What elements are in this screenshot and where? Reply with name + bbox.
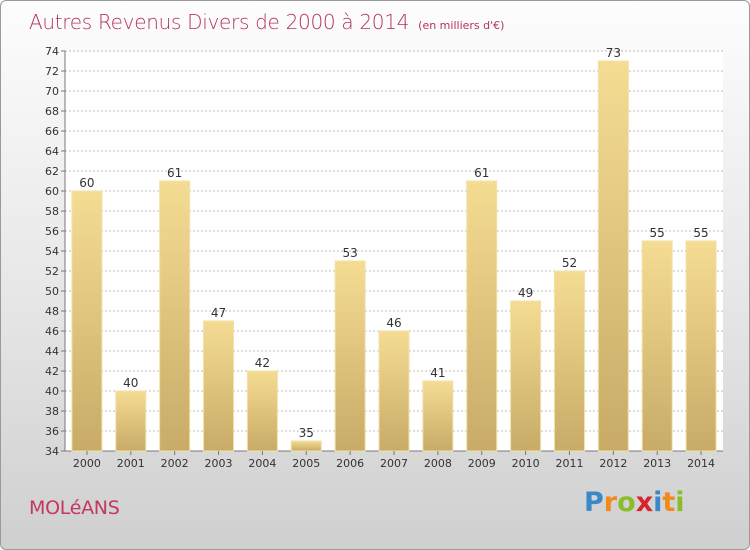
data-label: 46 (386, 316, 401, 330)
bar (597, 60, 629, 452)
x-tick-label: 2011 (555, 457, 583, 470)
x-tick-label: 2004 (248, 457, 276, 470)
bar (246, 370, 278, 452)
logo-letter: i (653, 487, 663, 518)
y-tick-label: 48 (45, 305, 59, 318)
proxiti-logo[interactable]: Proxiti (584, 487, 685, 518)
data-label: 55 (650, 226, 665, 240)
x-tick-label: 2009 (468, 457, 496, 470)
logo-letter: r (603, 487, 618, 518)
logo-letter: P (584, 487, 604, 518)
x-tick-label: 2001 (117, 457, 145, 470)
y-tick-label: 72 (45, 65, 59, 78)
data-label: 40 (123, 376, 138, 390)
chart-title: Autres Revenus Divers de 2000 à 2014 (29, 10, 410, 34)
y-tick-label: 40 (45, 385, 59, 398)
y-tick-label: 74 (45, 45, 59, 58)
bar (71, 190, 103, 452)
y-tick-label: 38 (45, 405, 59, 418)
data-label: 47 (211, 306, 226, 320)
data-label: 42 (255, 356, 270, 370)
chart-subtitle: (en milliers d'€) (418, 19, 505, 32)
y-tick-label: 54 (45, 245, 59, 258)
data-label: 61 (167, 166, 182, 180)
y-tick-label: 66 (45, 125, 59, 138)
y-tick-label: 68 (45, 105, 59, 118)
data-label: 52 (562, 256, 577, 270)
x-tick-label: 2006 (336, 457, 364, 470)
title-row: Autres Revenus Divers de 2000 à 2014 (en… (29, 10, 504, 34)
bar (510, 300, 542, 452)
y-tick-label: 56 (45, 225, 59, 238)
y-tick-label: 42 (45, 365, 59, 378)
y-tick-label: 36 (45, 425, 59, 438)
bar (422, 380, 454, 452)
y-tick-label: 34 (45, 445, 59, 458)
y-tick-label: 70 (45, 85, 59, 98)
data-label: 61 (474, 166, 489, 180)
bar (159, 180, 191, 452)
y-tick-label: 44 (45, 345, 59, 358)
bar (553, 270, 585, 452)
logo-letter: i (675, 487, 685, 518)
bar (685, 240, 717, 452)
data-label: 41 (430, 366, 445, 380)
x-tick-label: 2003 (205, 457, 233, 470)
town-label: MOLéANS (29, 497, 120, 519)
bar (334, 260, 366, 452)
x-tick-label: 2010 (512, 457, 540, 470)
data-label: 73 (606, 46, 621, 60)
logo-letter: o (617, 487, 636, 518)
data-label: 60 (79, 176, 94, 190)
y-tick-label: 58 (45, 205, 59, 218)
x-tick-label: 2012 (599, 457, 627, 470)
x-tick-label: 2000 (73, 457, 101, 470)
bar (290, 440, 322, 452)
x-tick-label: 2007 (380, 457, 408, 470)
data-label: 35 (299, 426, 314, 440)
bar (378, 330, 410, 452)
y-tick-label: 60 (45, 185, 59, 198)
data-label: 53 (342, 246, 357, 260)
bar (115, 390, 147, 452)
y-tick-label: 52 (45, 265, 59, 278)
logo-letter: x (635, 487, 654, 518)
y-tick-label: 50 (45, 285, 59, 298)
x-tick-label: 2005 (292, 457, 320, 470)
bar (641, 240, 673, 452)
y-tick-label: 46 (45, 325, 59, 338)
bar (466, 180, 498, 452)
x-tick-label: 2013 (643, 457, 671, 470)
logo-letter: t (662, 487, 676, 518)
bar (203, 320, 235, 452)
x-tick-label: 2008 (424, 457, 452, 470)
x-tick-label: 2014 (687, 457, 715, 470)
data-label: 49 (518, 286, 533, 300)
y-tick-label: 64 (45, 145, 59, 158)
x-tick-label: 2002 (161, 457, 189, 470)
y-tick-label: 62 (45, 165, 59, 178)
data-label: 55 (693, 226, 708, 240)
